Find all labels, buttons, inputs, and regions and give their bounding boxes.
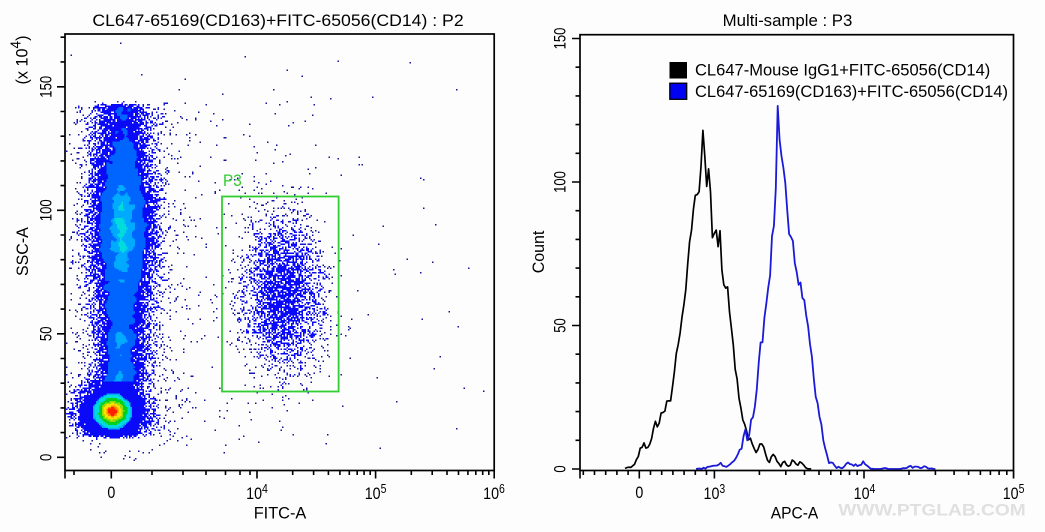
svg-text:Multi-sample : P3: Multi-sample : P3 [723, 11, 853, 30]
svg-text:150: 150 [551, 28, 570, 50]
svg-text:0: 0 [107, 484, 115, 502]
svg-text:50: 50 [551, 318, 570, 333]
svg-text:150: 150 [37, 76, 56, 98]
svg-text:100: 100 [551, 171, 570, 193]
svg-text:100: 100 [37, 199, 56, 221]
svg-text:CL647-Mouse IgG1+FITC-65056(CD: CL647-Mouse IgG1+FITC-65056(CD14) [695, 61, 990, 80]
svg-text:P3: P3 [223, 171, 242, 190]
svg-text:CL647-65169(CD163)+FITC-65056(: CL647-65169(CD163)+FITC-65056(CD14) [695, 82, 1008, 101]
svg-text:APC-A: APC-A [771, 504, 819, 523]
svg-text:0: 0 [635, 484, 643, 502]
svg-text:50: 50 [37, 327, 56, 342]
svg-text:FITC-A: FITC-A [254, 504, 307, 523]
svg-text:SSC-A: SSC-A [14, 227, 33, 276]
svg-text:0: 0 [37, 454, 56, 461]
svg-text:CL647-65169(CD163)+FITC-65056(: CL647-65169(CD163)+FITC-65056(CD14) : P2 [92, 11, 463, 30]
svg-text:Count: Count [530, 230, 549, 273]
svg-text:0: 0 [551, 465, 570, 472]
svg-text:WWW.PTGLAB.COM: WWW.PTGLAB.COM [838, 501, 1026, 520]
